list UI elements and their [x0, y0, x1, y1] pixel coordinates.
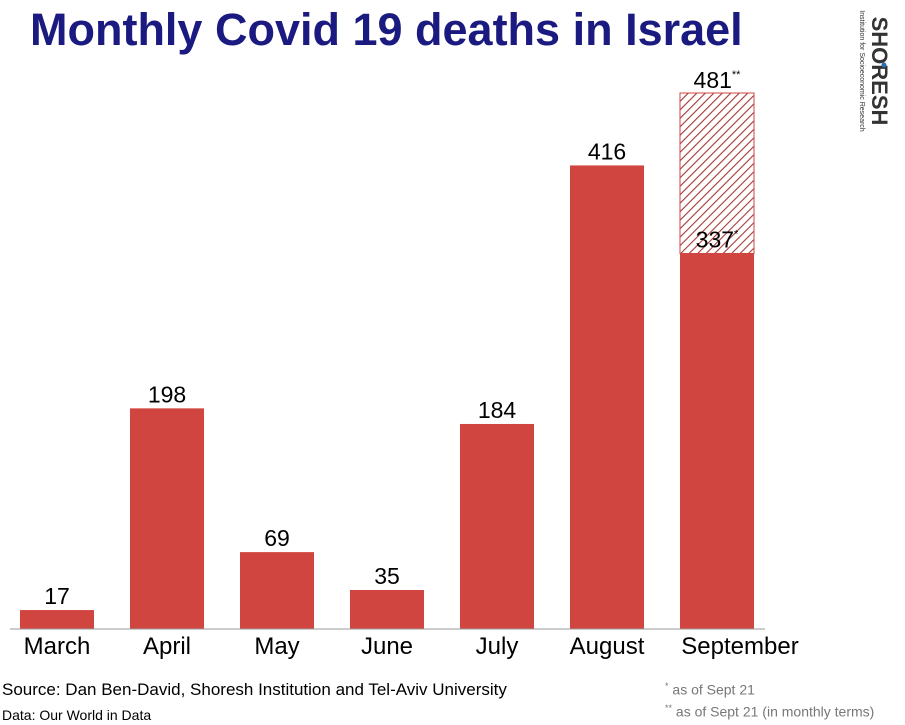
data-label-march: 17 — [44, 583, 70, 609]
bar-march — [20, 610, 94, 629]
tick-label-june: June — [361, 633, 413, 660]
bar-july — [460, 423, 534, 629]
footnote-2-text: as of Sept 21 (in monthly terms) — [675, 703, 875, 720]
shoresh-logo: SHORESH Institution for Socioeconomic Re… — [858, 10, 892, 131]
data-source-text: Data: Our World in Data — [2, 707, 152, 723]
tick-label-august: August — [570, 633, 645, 660]
footnote-2-marker: ** — [665, 703, 673, 713]
tick-label-may: May — [254, 633, 299, 660]
bar-june — [350, 589, 424, 629]
data-label-september-projection: 481** — [694, 67, 742, 93]
tick-label-september: September — [681, 633, 798, 660]
footnote-1: * as of Sept 21 — [665, 681, 755, 698]
footnote-1-text: as of Sept 21 — [672, 681, 755, 698]
bar-april — [130, 408, 204, 629]
bar-september — [680, 253, 754, 629]
bar-september-projection — [679, 92, 755, 254]
tick-label-july: July — [476, 633, 519, 660]
logo-wordmark: SHORESH — [867, 17, 892, 126]
data-label-june: 35 — [374, 563, 400, 589]
bar-may — [240, 552, 314, 629]
data-label-may: 69 — [264, 525, 290, 551]
bar-august — [570, 165, 644, 629]
footnote-2: ** as of Sept 21 (in monthly terms) — [665, 703, 874, 720]
source-text: Source: Dan Ben-David, Shoresh Instituti… — [2, 680, 507, 699]
data-label-april: 198 — [148, 381, 186, 407]
tick-label-april: April — [143, 633, 191, 660]
logo-tagline: Institution for Socioeconomic Research — [858, 10, 865, 131]
footnote-1-marker: * — [665, 681, 669, 691]
tick-label-march: March — [24, 633, 91, 660]
chart-title: Monthly Covid 19 deaths in Israel — [30, 4, 743, 55]
data-label-july: 184 — [478, 397, 517, 423]
data-label-august: 416 — [588, 138, 626, 164]
data-label-september: 337* — [696, 226, 739, 252]
